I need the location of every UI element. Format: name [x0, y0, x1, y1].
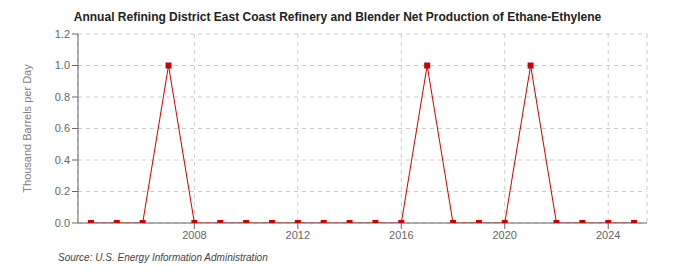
svg-text:0.2: 0.2	[55, 185, 70, 197]
svg-text:0.8: 0.8	[55, 91, 70, 103]
html-text:Annual Refining District East: Annual Refining District East Coast Refi…	[73, 10, 602, 24]
html-text:Source: U.S. Energy Informatio: Source: U.S. Energy Information Administ…	[58, 252, 268, 263]
svg-text:2008: 2008	[182, 229, 206, 241]
svg-text:2024: 2024	[596, 229, 620, 241]
svg-text:Thousand Barrels per Day: Thousand Barrels per Day	[21, 64, 33, 193]
svg-text:0.4: 0.4	[55, 154, 70, 166]
svg-text:2016: 2016	[389, 229, 413, 241]
svg-text:1.2: 1.2	[55, 28, 70, 40]
svg-text:2020: 2020	[493, 229, 517, 241]
svg-text:0.6: 0.6	[55, 122, 70, 134]
svg-text:0.0: 0.0	[55, 217, 70, 229]
svg-text:2012: 2012	[286, 229, 310, 241]
svg-text:1.0: 1.0	[55, 59, 70, 71]
